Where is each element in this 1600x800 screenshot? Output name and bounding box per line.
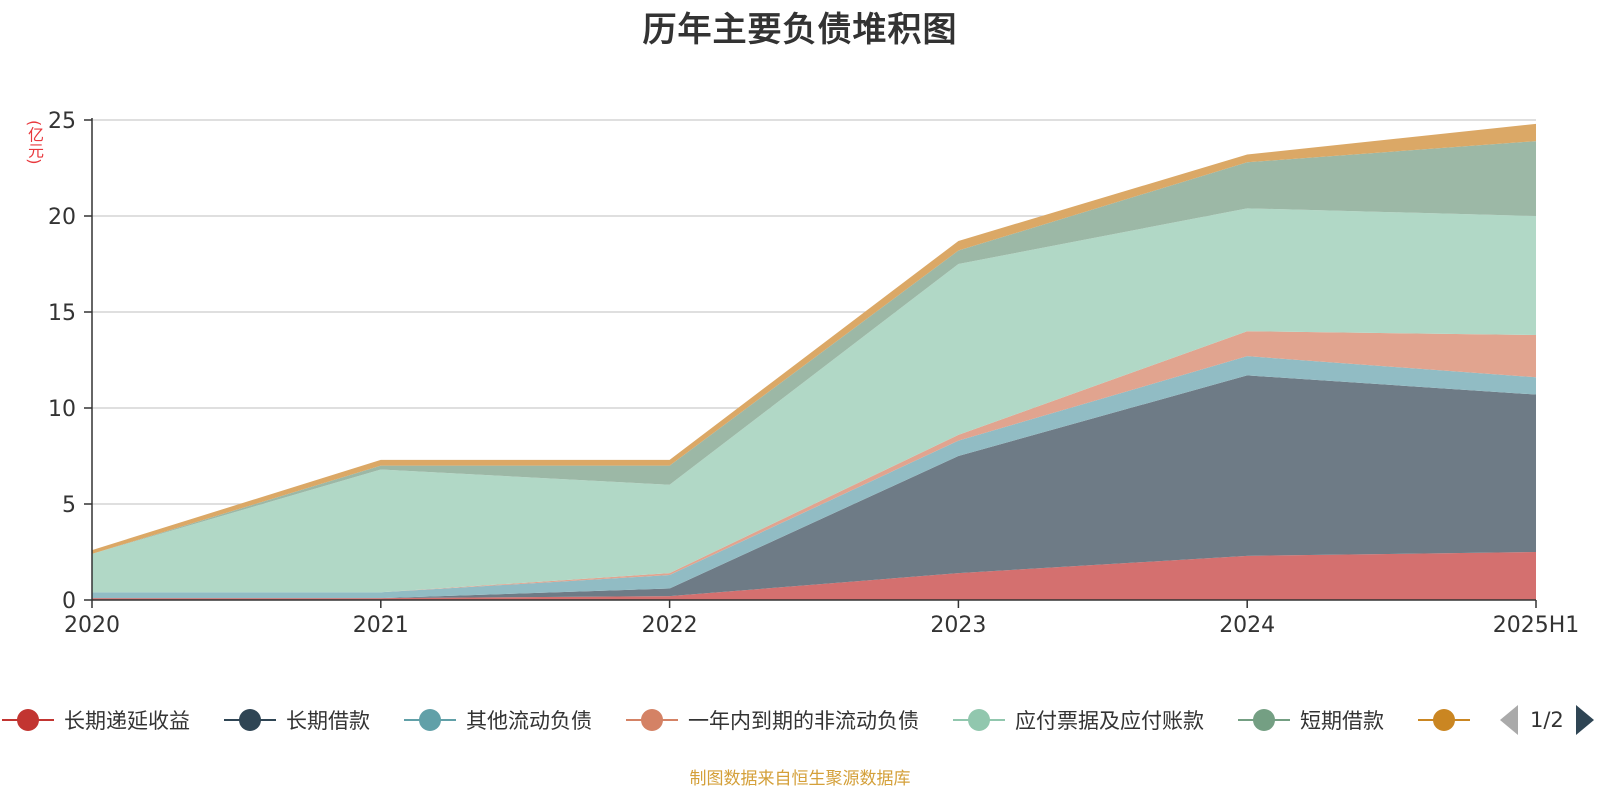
area-series-0 xyxy=(92,552,1536,600)
x-tick-label: 2021 xyxy=(353,613,409,638)
x-tick-label: 2020 xyxy=(64,613,120,638)
triangle-right-icon[interactable] xyxy=(1575,705,1594,735)
legend-item[interactable]: 长期递延收益 xyxy=(2,700,190,740)
y-axis-unit-label: (亿元) xyxy=(25,120,44,165)
x-tick-label: 2023 xyxy=(930,613,986,638)
triangle-left-icon[interactable] xyxy=(1500,705,1518,735)
legend-label: 一年内到期的非流动负债 xyxy=(688,709,919,733)
area-series-3 xyxy=(92,331,1536,593)
data-source-note: 制图数据来自恒生聚源数据库 xyxy=(689,769,911,789)
legend-marker-icon xyxy=(224,708,276,732)
legend-item[interactable] xyxy=(1418,700,1480,740)
chart-title: 历年主要负债堆积图 xyxy=(642,10,958,50)
area-series-4 xyxy=(92,208,1536,593)
legend-label: 其他流动负债 xyxy=(466,709,592,733)
legend-marker-icon xyxy=(953,708,1005,732)
y-tick-label: 0 xyxy=(62,589,76,614)
legend-item[interactable]: 长期借款 xyxy=(224,700,370,740)
legend-label: 长期递延收益 xyxy=(64,709,190,733)
legend-item[interactable]: 短期借款 xyxy=(1238,700,1384,740)
x-tick-label: 2025H1 xyxy=(1493,613,1580,638)
legend-item[interactable]: 其他流动负债 xyxy=(404,700,592,740)
legend-marker-icon xyxy=(1238,708,1290,732)
legend-label: 应付票据及应付账款 xyxy=(1015,709,1204,733)
legend-page-indicator: 1/2 xyxy=(1530,708,1564,732)
legend-label: 短期借款 xyxy=(1300,709,1384,733)
area-series-2 xyxy=(92,356,1536,599)
y-tick-label: 5 xyxy=(62,493,76,518)
legend-item[interactable]: 应付票据及应付账款 xyxy=(953,700,1204,740)
legend-marker-icon xyxy=(1418,708,1470,732)
legend-marker-icon xyxy=(2,708,54,732)
legend-item[interactable]: 一年内到期的非流动负债 xyxy=(626,700,919,740)
y-tick-label: 10 xyxy=(48,397,76,422)
legend-pager: 1/2 xyxy=(1500,700,1594,740)
axes xyxy=(84,118,1537,608)
y-tick-label: 25 xyxy=(48,109,76,134)
x-tick-label: 2022 xyxy=(642,613,698,638)
area-series xyxy=(92,123,1536,600)
y-tick-label: 20 xyxy=(48,205,76,230)
tick-labels: 0 5 10 15 20 25 2020 2021 2022 2023 2024 2025H1 xyxy=(48,109,1579,638)
area-series-1 xyxy=(92,375,1536,599)
legend-label: 长期借款 xyxy=(286,709,370,733)
x-tick-label: 2024 xyxy=(1219,613,1275,638)
legend-marker-icon xyxy=(404,708,456,732)
legend: 长期递延收益 长期借款 其他流动负债 一年内到期的非流动负债 应付票据及应付账款 短期借款… xyxy=(0,700,1600,740)
area-series-5 xyxy=(92,141,1536,554)
y-tick-label: 15 xyxy=(48,301,76,326)
legend-marker-icon xyxy=(626,708,678,732)
stacked-area-chart: 0 5 10 15 20 25 2020 2021 2022 2023 2024 2025H1 xyxy=(48,109,1579,638)
